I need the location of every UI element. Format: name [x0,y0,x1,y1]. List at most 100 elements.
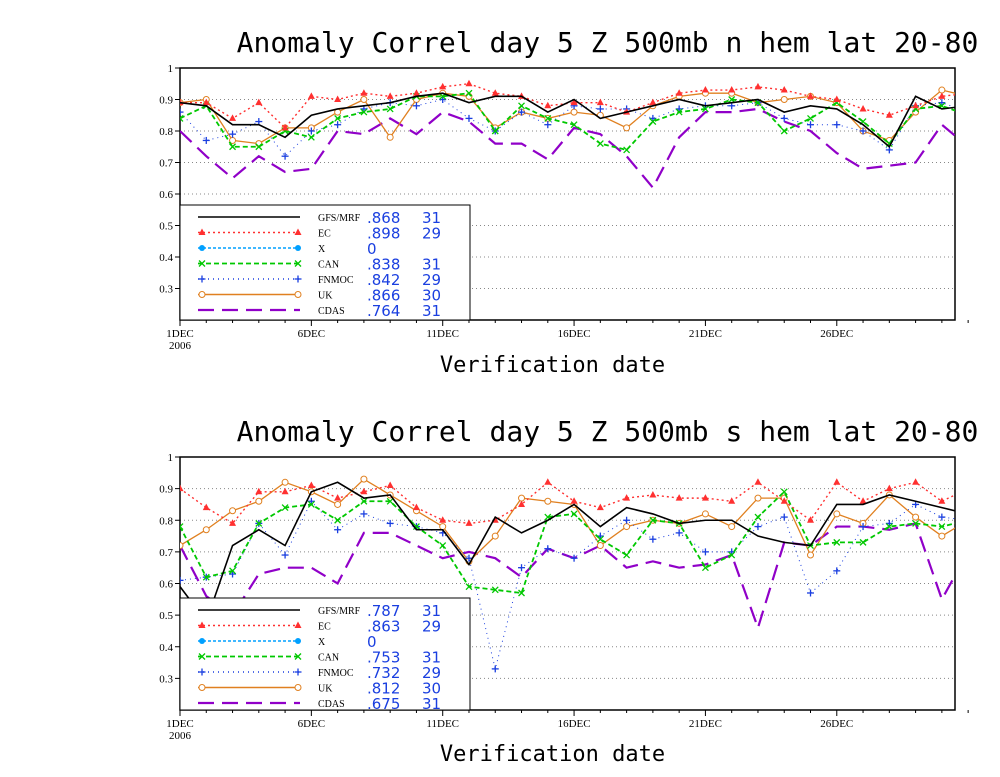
data-point [649,118,657,126]
x-tick-label: 6DEC [298,718,326,730]
data-point [701,548,709,556]
data-point [491,586,499,594]
marker-stroke [649,516,657,524]
data-point [965,517,971,523]
legend-series-name: CAN [318,260,339,271]
data-point [912,101,920,109]
data-point [180,484,184,492]
data-point [180,542,184,550]
series-line [180,92,955,149]
data-point [570,554,578,562]
y-tick-label: 0.9 [159,95,173,107]
data-point [281,487,289,495]
legend-entry: CDAS .675 31 [198,695,441,713]
data-point [334,494,342,501]
marker-stroke [596,535,604,543]
data-point [229,114,237,121]
legend-entry: CAN .753 31 [198,649,441,667]
legend-entry: CAN .838 31 [198,256,441,274]
data-point [965,485,972,492]
marker-stroke [544,513,552,521]
data-point [728,523,736,531]
marker-stroke [229,567,237,575]
legend-entry: FNMOC .842 29 [198,271,441,289]
marker-stroke [360,497,368,505]
data-point [360,96,368,103]
marker-stroke [701,105,709,113]
data-point [202,503,210,511]
legend-marker [198,291,206,298]
x-tick-label: 26DEC [820,718,853,730]
data-point [754,513,762,521]
data-point [334,95,342,102]
data-point [491,127,499,135]
legend-series-name: FNMOC [318,668,354,679]
x-tick-year: 2006 [169,730,192,742]
data-point [728,102,736,110]
marker-stroke [180,523,184,528]
data-point [596,542,604,550]
legend-marker [295,245,301,251]
data-point [544,114,552,122]
data-point [912,513,920,521]
data-point [649,535,657,543]
data-point [360,108,368,116]
data-point [412,523,420,531]
marker-stroke [649,118,657,126]
data-point [180,114,184,122]
data-point [807,121,815,129]
y-tick-label: 0.8 [159,515,173,527]
data-point [807,551,815,559]
data-point [780,96,788,103]
data-point [833,567,841,575]
marker-stroke [701,564,709,572]
marker-stroke [623,146,631,154]
data-point [833,95,841,102]
series-cdas [180,107,955,190]
data-point [202,98,210,106]
data-point [386,133,394,141]
legend-marker [198,275,206,283]
legend-marker [294,275,302,283]
data-point [675,494,683,501]
data-point [885,523,893,531]
series-can [180,89,955,154]
legend-marker [294,621,302,628]
data-point [412,89,420,96]
data-point [623,551,631,559]
legend-count: 30 [422,287,441,305]
legend-marker [294,684,302,691]
legend-score: .787 [367,602,400,620]
data-point [465,554,473,562]
data-point [465,114,473,122]
series-ec [180,79,955,131]
data-point [701,510,709,518]
marker-stroke [307,133,315,141]
x-axis-label: Verification date [440,742,665,767]
data-point [180,523,184,531]
data-point [596,535,604,543]
marker-stroke [491,586,499,594]
marker-stroke [518,589,525,597]
y-tick-label: 0.6 [159,189,173,201]
legend-score: .898 [367,225,400,243]
marker-stroke [180,117,184,122]
y-tick-label: 0.5 [159,221,173,233]
marker-stroke [229,143,237,151]
data-point [596,503,604,511]
legend-series-name: UK [318,684,333,695]
data-point [229,519,237,526]
data-point [229,130,237,138]
y-tick-label: 0.9 [159,484,173,496]
x-tick-label: 1DEC [166,328,194,340]
y-tick-label: 0.3 [159,284,173,296]
legend-marker [198,668,206,676]
data-point [623,494,631,501]
data-point [307,500,315,508]
data-point [255,118,263,126]
data-point [281,551,289,559]
legend-entry: GFS/MRF .787 31 [198,602,441,620]
legend-series-name: FNMOC [318,275,354,286]
